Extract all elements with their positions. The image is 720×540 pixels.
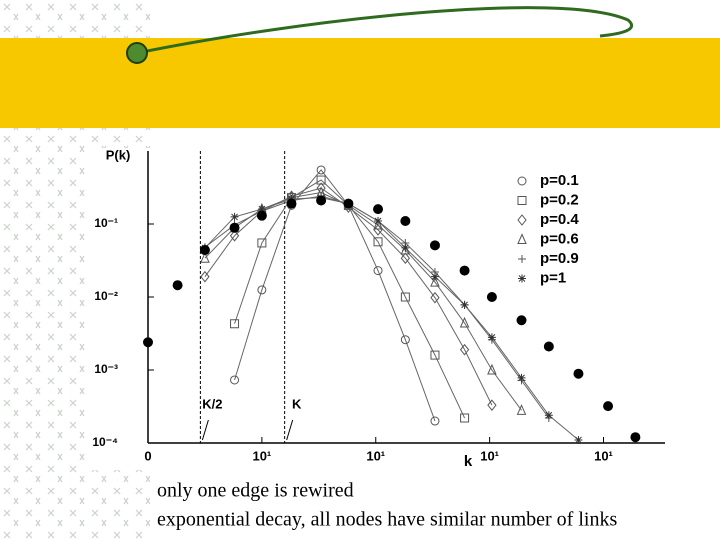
marker [517, 233, 527, 244]
marker [430, 272, 439, 281]
marker [257, 285, 267, 295]
marker [256, 210, 267, 221]
marker [230, 319, 240, 329]
marker [400, 215, 411, 226]
annotation-arrow [286, 419, 294, 441]
legend-label: p=0.4 [540, 211, 579, 228]
plot: 10⁻¹ 10⁻² 10⁻³ 10⁻⁴ 0 10¹ 10¹ 10¹ 10¹ P(k) k K/2 Kp=… [92, 147, 665, 470]
marker [374, 216, 383, 225]
series-line [204, 197, 579, 441]
marker [230, 375, 240, 385]
marker [516, 315, 527, 326]
y-axis-label: P(k) [106, 147, 131, 162]
marker [430, 416, 440, 426]
marker [373, 218, 383, 230]
marker [430, 291, 440, 304]
marker [487, 333, 496, 342]
series-line [204, 191, 522, 411]
marker [316, 165, 326, 175]
marker [143, 337, 153, 348]
marker [230, 212, 239, 221]
x-tick-label: 10¹ [480, 448, 499, 463]
marker [200, 270, 210, 283]
x-tick-label: 10¹ [594, 448, 613, 463]
legend-label: p=0.9 [540, 250, 579, 267]
annotation-label: K/2 [202, 396, 222, 411]
marker [373, 266, 383, 276]
marker [487, 363, 497, 375]
marker [400, 292, 410, 302]
annotation-label: K [292, 396, 302, 411]
marker [257, 238, 267, 248]
series-line [234, 169, 436, 422]
legend-label: p=0.1 [540, 172, 579, 189]
marker [574, 435, 583, 444]
marker [516, 404, 527, 415]
marker [316, 175, 326, 185]
y-tick-label: 10⁻⁴ [92, 435, 118, 449]
marker [257, 205, 266, 214]
marker [487, 399, 497, 411]
marker [517, 373, 526, 382]
legend-label: p=1 [540, 269, 566, 286]
marker [459, 265, 470, 276]
x-axis-label: k [464, 453, 473, 470]
marker [630, 432, 641, 443]
y-tick-label: 10⁻² [94, 289, 118, 303]
slide-line: exponential decay, all nodes have simila… [157, 509, 617, 531]
marker [460, 413, 470, 423]
marker [400, 335, 410, 345]
marker [573, 368, 584, 379]
marker [430, 350, 440, 360]
marker [229, 222, 240, 233]
marker [373, 204, 384, 215]
marker [460, 300, 469, 309]
slide-line: only one edge is rewired [157, 480, 354, 502]
marker [430, 275, 440, 287]
header-node [126, 42, 148, 64]
marker [603, 401, 614, 412]
marker [316, 195, 327, 206]
marker [518, 255, 526, 263]
marker [401, 243, 410, 252]
header-band [0, 38, 720, 128]
x-tick-label: 0 [144, 448, 151, 463]
marker [200, 251, 210, 263]
marker [459, 343, 470, 356]
marker [459, 316, 470, 328]
annotation-arrow [201, 419, 209, 441]
x-tick-label: 10¹ [366, 448, 385, 463]
marker [543, 341, 554, 352]
marker [286, 198, 297, 209]
marker [544, 411, 553, 420]
marker [517, 214, 527, 226]
marker [229, 229, 240, 242]
x-tick-label: 10¹ [252, 448, 271, 463]
marker [373, 224, 383, 236]
y-tick-label: 10⁻³ [94, 362, 118, 376]
marker [518, 274, 526, 283]
marker [172, 280, 183, 291]
marker [517, 196, 527, 205]
y-tick-label: 10⁻¹ [94, 216, 118, 230]
marker [517, 176, 527, 186]
marker [400, 252, 411, 265]
chart-panel [85, 148, 667, 470]
marker [373, 237, 383, 247]
marker [199, 245, 210, 256]
legend-label: p=0.6 [540, 230, 579, 247]
marker [429, 240, 440, 251]
marker [343, 198, 354, 209]
legend-label: p=0.2 [540, 191, 579, 208]
header-curve [136, 6, 633, 55]
marker [486, 292, 497, 302]
